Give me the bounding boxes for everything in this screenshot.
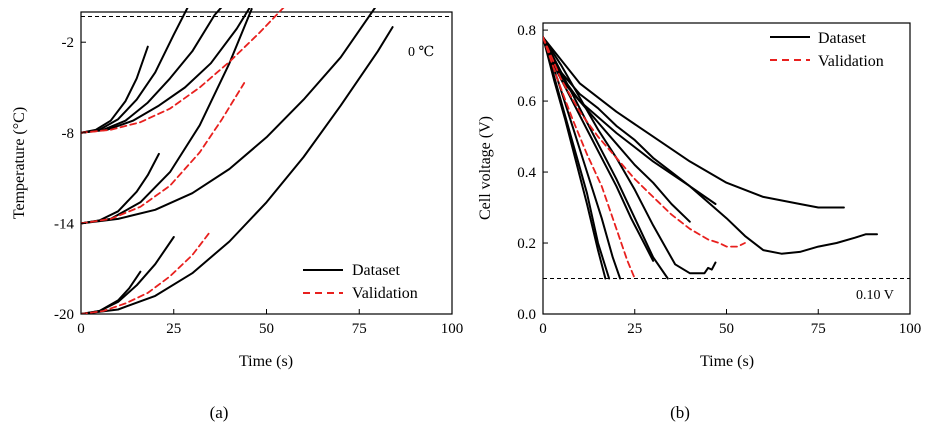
series-a-validation-11 xyxy=(81,82,246,225)
series-b-validation-11 xyxy=(543,36,746,248)
panel-label-b: (b) xyxy=(670,403,690,422)
series-a-dataset-5 xyxy=(81,8,253,225)
series-a-validation-12 xyxy=(81,229,212,314)
y-tick-label-a-2: -8 xyxy=(62,126,75,142)
series-a-dataset-6 xyxy=(81,8,377,225)
panel-b-voltage-chart: 0 25 50 75 100 0.0 0.2 0.4 0.6 0.8 Time (s) Cell … xyxy=(477,22,921,422)
y-tick-label-a-1: -14 xyxy=(54,216,74,232)
series-a-dataset-0 xyxy=(81,45,149,134)
y-tick-label-a-0: -20 xyxy=(54,307,74,323)
x-tick-label-b-0: 0 xyxy=(539,321,547,337)
ticks-group-a: 0 25 50 75 100 -20 -14 -8 -2 xyxy=(54,35,463,337)
series-b-dataset-4 xyxy=(543,36,669,280)
panel-label-a: (a) xyxy=(210,403,229,422)
legend-a-validation-label: Validation xyxy=(352,285,418,302)
legend-a-dataset-label: Dataset xyxy=(352,262,401,279)
x-tick-label-a-1: 25 xyxy=(166,321,181,337)
series-a-dataset-8 xyxy=(81,236,175,314)
series-b-dataset-2 xyxy=(543,36,622,280)
y-tick-label-b-4: 0.8 xyxy=(517,23,536,39)
series-a-dataset-9 xyxy=(81,26,394,314)
series-a-dataset-3 xyxy=(81,8,251,134)
series-b-dataset-1 xyxy=(543,36,611,280)
series-b-dataset-5 xyxy=(543,36,717,275)
series-b-dataset-6 xyxy=(543,36,691,223)
legend-a: Dataset Validation xyxy=(303,262,418,302)
x-tick-label-a-4: 100 xyxy=(441,321,464,337)
x-tick-label-a-2: 50 xyxy=(259,321,274,337)
y-tick-label-b-3: 0.6 xyxy=(517,94,536,110)
series-a-validation-10 xyxy=(81,8,285,134)
ticks-group-b: 0 25 50 75 100 0.0 0.2 0.4 0.6 0.8 xyxy=(517,23,921,337)
y-tick-label-b-0: 0.0 xyxy=(517,307,536,323)
panel-a-temperature-chart: 0 25 50 75 100 -20 -14 -8 -2 Time (s) Temperatur… xyxy=(11,8,463,422)
x-tick-label-b-3: 75 xyxy=(811,321,826,337)
x-tick-label-b-2: 50 xyxy=(719,321,734,337)
x-tick-label-a-3: 75 xyxy=(352,321,367,337)
x-tick-label-a-0: 0 xyxy=(77,321,85,337)
legend-b: Dataset Validation xyxy=(770,30,884,70)
series-b-dataset-8 xyxy=(543,36,845,209)
series-a-dataset-2 xyxy=(81,8,223,134)
x-axis-title-a: Time (s) xyxy=(239,353,293,370)
y-tick-label-b-1: 0.2 xyxy=(517,236,536,252)
series-b-dataset-9 xyxy=(543,36,878,255)
y-axis-title-a: Temperature (°C) xyxy=(11,107,28,219)
reference-line-label-a: 0 ℃ xyxy=(408,45,434,60)
y-tick-label-a-3: -2 xyxy=(62,35,75,51)
x-tick-label-b-1: 25 xyxy=(627,321,642,337)
legend-b-validation-label: Validation xyxy=(818,53,884,70)
series-group-a xyxy=(81,8,394,314)
series-group-b xyxy=(543,36,878,280)
x-tick-label-b-4: 100 xyxy=(899,321,922,337)
series-b-validation-10 xyxy=(543,36,636,280)
legend-b-dataset-label: Dataset xyxy=(818,30,867,47)
y-axis-title-b: Cell voltage (V) xyxy=(477,116,494,220)
reference-line-label-b: 0.10 V xyxy=(856,288,894,303)
y-tick-label-b-2: 0.4 xyxy=(517,165,536,181)
x-axis-title-b: Time (s) xyxy=(700,353,754,370)
